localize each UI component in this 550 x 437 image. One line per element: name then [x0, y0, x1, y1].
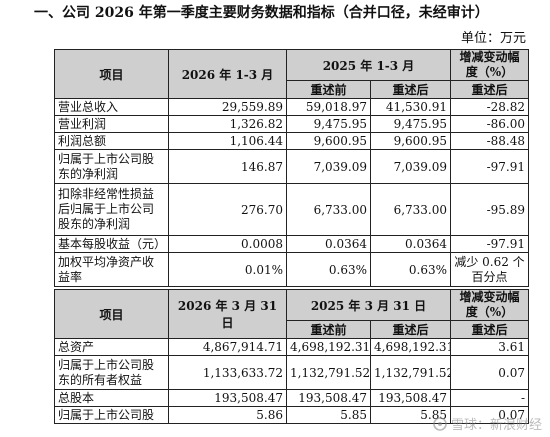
cell-current: 1,106.44 — [168, 132, 287, 150]
table-row: 利润总额 1,106.44 9,600.95 9,600.95 -88.48 — [54, 132, 529, 150]
header-after-restate: 重述后 — [370, 320, 451, 339]
cell-after: 7,039.09 — [370, 149, 451, 184]
cell-before: 4,698,192.31 — [286, 338, 371, 356]
table-row: 加权平均净资产收益率 0.01% 0.63% 0.63% 减少 0.62 个百分… — [54, 252, 529, 287]
watermark: 雪球：新浪财经 — [432, 414, 542, 433]
cell-after: 0.63% — [370, 252, 451, 287]
cell-before: 0.0364 — [286, 235, 371, 253]
cell-change: 减少 0.62 个百分点 — [450, 252, 529, 287]
header-current-period: 2026 年 3 月 31 日 — [168, 289, 287, 339]
table-row: 归属于上市公司股 5.86 5.85 5.85 0.07 — [54, 406, 529, 424]
table-row: 总资产 4,867,914.71 4,698,192.31 4,698,192.… — [54, 338, 529, 356]
cell-before: 59,018.97 — [286, 98, 371, 116]
cell-before: 5.85 — [286, 406, 371, 424]
table-row: 总股本 193,508.47 193,508.47 193,508.47 - — [54, 389, 529, 407]
header-change-after: 重述后 — [450, 80, 529, 99]
row-label: 归属于上市公司股东的净利润 — [54, 149, 169, 184]
header-change-after: 重述后 — [450, 320, 529, 339]
cell-change: -88.48 — [450, 132, 529, 150]
row-label: 利润总额 — [54, 132, 169, 150]
row-label: 营业利润 — [54, 115, 169, 133]
cell-change: -86.00 — [450, 115, 529, 133]
cell-current: 193,508.47 — [168, 389, 287, 407]
row-label: 总资产 — [54, 338, 169, 356]
row-label: 归属于上市公司股 — [54, 406, 169, 424]
row-label: 扣除非经常性损益后归属于上市公司股东的净利润 — [54, 183, 169, 236]
cell-change: - — [450, 389, 529, 407]
cell-after: 0.0364 — [370, 235, 451, 253]
snowball-logo-icon — [433, 417, 447, 431]
header-change: 增减变动幅度（%） — [450, 289, 529, 321]
cell-change: -97.91 — [450, 149, 529, 184]
cell-after: 4,698,192.31 — [370, 338, 451, 356]
watermark-text: 雪球：新浪财经 — [450, 418, 542, 433]
cell-before: 193,508.47 — [286, 389, 371, 407]
cell-after: 9,475.95 — [370, 115, 451, 133]
cell-before: 1,132,791.52 — [286, 355, 371, 390]
table-row: 基本每股收益（元） 0.0008 0.0364 0.0364 -97.91 — [54, 235, 529, 253]
cell-current: 0.01% — [168, 252, 287, 287]
row-label: 总股本 — [54, 389, 169, 407]
header-current-period: 2026 年 1-3 月 — [168, 49, 287, 99]
header-item: 项目 — [54, 49, 169, 99]
header-item: 项目 — [54, 289, 169, 339]
cell-before: 7,039.09 — [286, 149, 371, 184]
table-row: 归属于上市公司股东的所有者权益 1,133,633.72 1,132,791.5… — [54, 355, 529, 390]
table-row: 归属于上市公司股东的净利润 146.87 7,039.09 7,039.09 -… — [54, 149, 529, 184]
header-change: 增减变动幅度（%） — [450, 49, 529, 81]
table-row: 扣除非经常性损益后归属于上市公司股东的净利润 276.70 6,733.00 6… — [54, 183, 529, 236]
cell-after: 1,132,791.52 — [370, 355, 451, 390]
cell-after: 41,530.91 — [370, 98, 451, 116]
row-label: 营业总收入 — [54, 98, 169, 116]
header-prior-period: 2025 年 3 月 31 日 — [286, 289, 451, 321]
report-heading: 一、公司 2026 年第一季度主要财务数据和指标（合并口径，未经审计） — [34, 5, 489, 21]
cell-after: 9,600.95 — [370, 132, 451, 150]
cell-current: 1,133,633.72 — [168, 355, 287, 390]
cell-current: 1,326.82 — [168, 115, 287, 133]
cell-before: 6,733.00 — [286, 183, 371, 236]
cell-before: 9,475.95 — [286, 115, 371, 133]
cell-change: 0.07 — [450, 355, 529, 390]
cell-current: 4,867,914.71 — [168, 338, 287, 356]
cell-change: -28.82 — [450, 98, 529, 116]
cell-before: 9,600.95 — [286, 132, 371, 150]
quarterly-data-table: 项目 2026 年 1-3 月 2025 年 1-3 月 增减变动幅度（%） 重… — [54, 49, 529, 287]
row-label: 归属于上市公司股东的所有者权益 — [54, 355, 169, 390]
cell-current: 146.87 — [168, 149, 287, 184]
header-after-restate: 重述后 — [370, 80, 451, 99]
table-row: 营业利润 1,326.82 9,475.95 9,475.95 -86.00 — [54, 115, 529, 133]
cell-change: -97.91 — [450, 235, 529, 253]
cell-current: 0.0008 — [168, 235, 287, 253]
cell-current: 276.70 — [168, 183, 287, 236]
cell-current: 5.86 — [168, 406, 287, 424]
cell-change: 3.61 — [450, 338, 529, 356]
cell-current: 29,559.89 — [168, 98, 287, 116]
header-before-restate: 重述前 — [286, 320, 371, 339]
table-row: 营业总收入 29,559.89 59,018.97 41,530.91 -28.… — [54, 98, 529, 116]
cell-after: 193,508.47 — [370, 389, 451, 407]
cell-after: 5.85 — [370, 406, 451, 424]
cell-before: 0.63% — [286, 252, 371, 287]
header-prior-period: 2025 年 1-3 月 — [286, 49, 451, 81]
cell-after: 6,733.00 — [370, 183, 451, 236]
unit-label: 单位：万元 — [460, 31, 526, 46]
cell-change: 0.07 — [450, 406, 529, 424]
balance-data-table: 项目 2026 年 3 月 31 日 2025 年 3 月 31 日 增减变动幅… — [54, 289, 529, 424]
header-before-restate: 重述前 — [286, 80, 371, 99]
cell-change: -95.89 — [450, 183, 529, 236]
row-label: 基本每股收益（元） — [54, 235, 169, 253]
row-label: 加权平均净资产收益率 — [54, 252, 169, 287]
